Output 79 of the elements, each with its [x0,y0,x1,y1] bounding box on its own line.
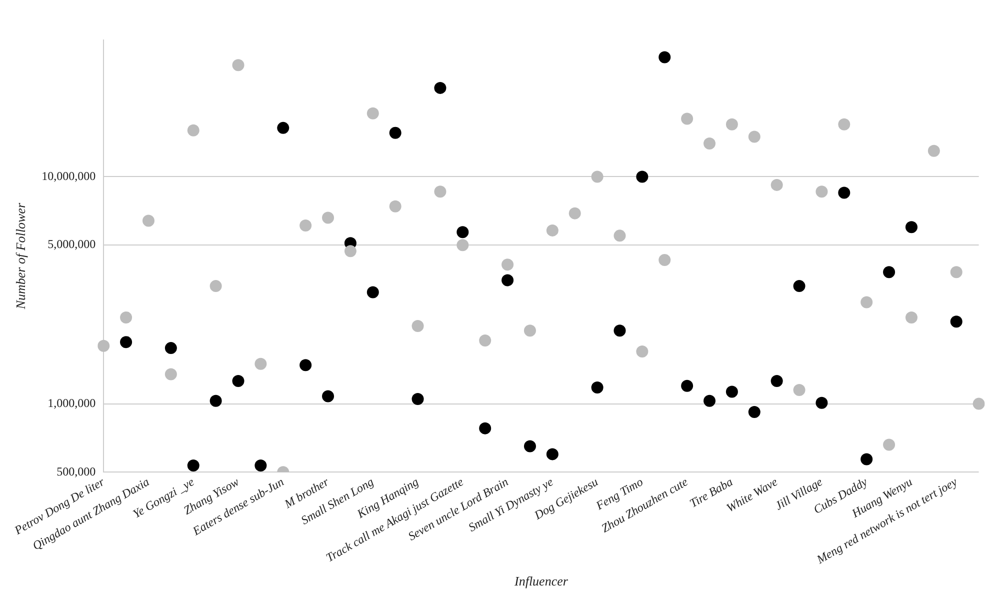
point [928,144,940,157]
point [658,254,671,266]
point [681,112,694,125]
point [254,358,267,370]
y-axis-title: Number of Follower [13,202,28,310]
point [412,392,424,405]
point [210,394,222,407]
point [277,122,290,134]
point [322,212,334,224]
point [232,59,244,72]
point [972,398,985,410]
point [681,380,694,392]
point [816,186,828,198]
point [479,422,492,434]
point [793,280,806,292]
point [860,296,873,308]
point [614,230,626,242]
point [636,170,648,183]
point [838,118,850,130]
point [412,320,424,332]
point [770,178,783,191]
point [860,453,873,466]
point [658,51,671,64]
point [546,224,558,236]
point [434,82,446,94]
point [389,126,402,139]
point [524,440,536,452]
point [344,245,356,258]
point [366,286,379,298]
point [232,375,244,388]
point [636,345,648,358]
y-tick-label: 5,000,000 [48,237,96,252]
point [524,324,536,337]
point [816,396,828,409]
point [456,226,469,238]
point [98,340,110,352]
point [120,336,132,348]
point [187,459,200,472]
point [704,138,716,150]
point [187,124,200,136]
point [591,381,604,394]
point [950,266,962,278]
point [479,334,492,347]
point [164,342,177,354]
point [366,107,379,120]
point [210,280,222,292]
point [704,394,716,407]
point [614,324,626,337]
point [770,375,783,388]
y-tick-label: 1,000,000 [48,396,96,410]
point [164,368,177,380]
point [254,459,267,472]
point [322,390,334,402]
point [793,384,806,396]
x-axis-title: Influencer [513,574,569,589]
point [905,311,918,324]
point [502,258,514,271]
point [905,221,918,234]
point [838,186,850,199]
point [502,274,514,286]
y-tick-label: 500,000 [56,464,96,478]
point [142,214,154,227]
point [389,200,402,212]
point [591,170,604,183]
point [300,359,312,372]
point [883,266,896,278]
point [120,311,132,324]
point [300,219,312,232]
point [456,239,469,252]
point [434,186,446,198]
y-tick-label: 10,000,000 [42,168,96,183]
point [726,386,738,398]
point [726,118,738,130]
point [748,130,760,143]
point [568,207,581,220]
point [950,316,962,328]
point [546,448,558,460]
point [883,438,896,451]
point [748,406,760,418]
